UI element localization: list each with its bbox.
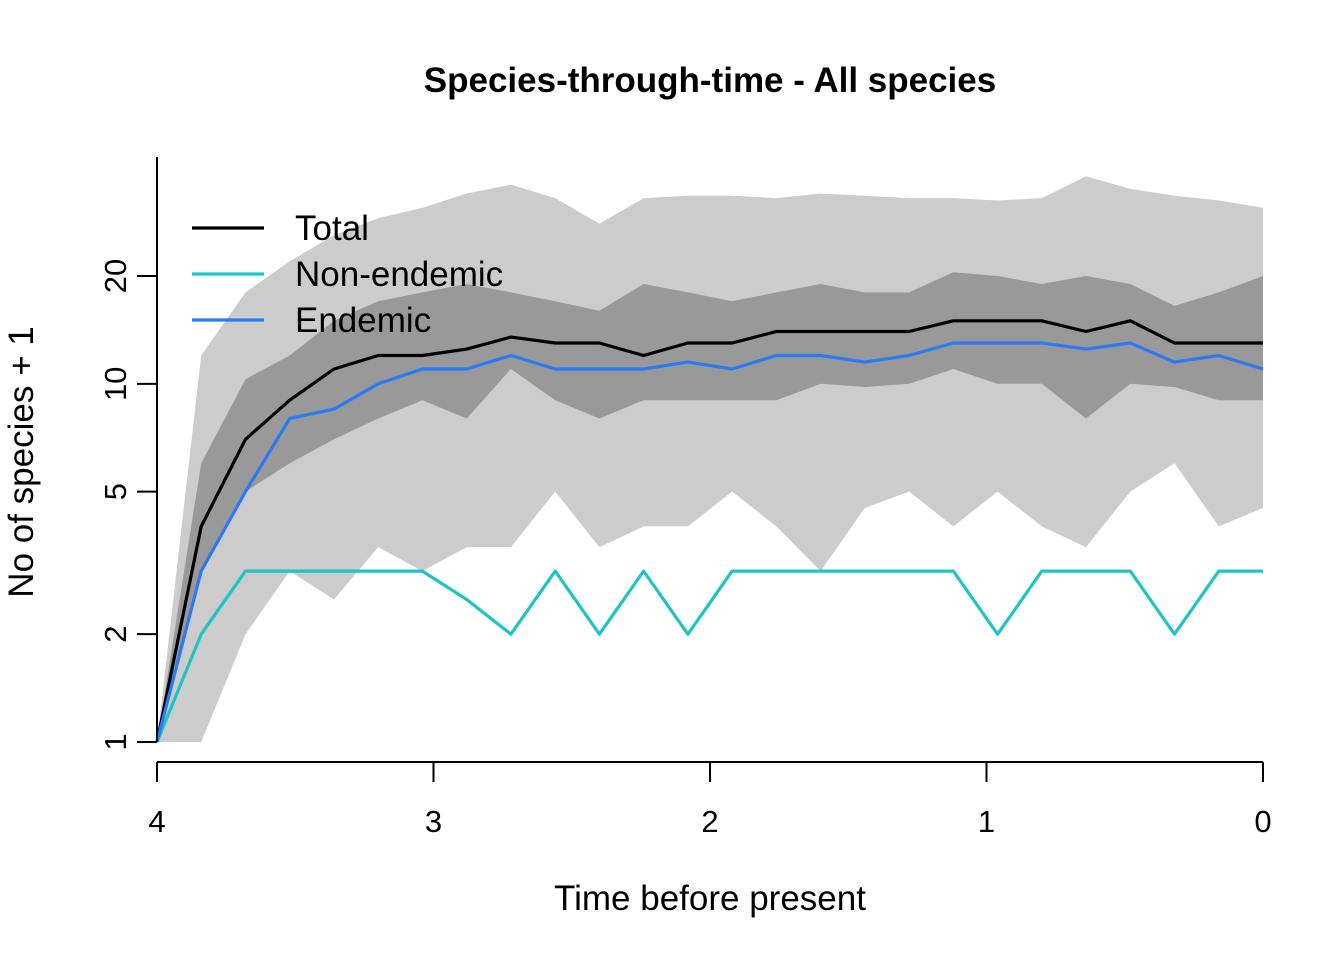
confidence-bands [157, 176, 1263, 742]
series-line-endemic [155, 341, 1264, 743]
chart-title: Species-through-time - All species [424, 61, 996, 100]
y-axis-label: No of species + 1 [2, 326, 41, 597]
legend-label-endemic: Endemic [295, 301, 431, 340]
x-tick-label: 4 [148, 804, 165, 839]
series-line-total [155, 319, 1263, 743]
y-tick-label: 5 [98, 483, 133, 500]
y-tick-label: 2 [98, 626, 133, 643]
x-tick-label: 2 [701, 804, 718, 839]
x-axis-label: Time before present [554, 879, 866, 918]
legend-label-non-endemic: Non-endemic [295, 255, 503, 294]
x-tick-label: 3 [425, 804, 442, 839]
legend-label-total: Total [295, 209, 369, 248]
y-tick-label: 10 [98, 367, 133, 401]
x-tick-label: 0 [1254, 804, 1271, 839]
x-tick-label: 1 [978, 804, 995, 839]
legend: Total Non-endemic Endemic [192, 209, 503, 340]
y-tick-label: 20 [98, 259, 133, 293]
y-tick-label: 1 [98, 733, 133, 750]
series-lines [155, 319, 1264, 743]
series-line-non-endemic [155, 569, 1263, 743]
inner-quantile-band [157, 272, 1263, 742]
